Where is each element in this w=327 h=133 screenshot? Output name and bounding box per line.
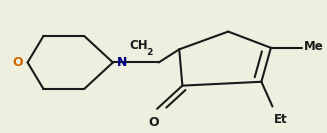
Text: N: N	[117, 56, 127, 69]
Text: O: O	[12, 56, 23, 69]
Text: Me: Me	[304, 40, 324, 53]
Text: CH: CH	[129, 39, 148, 52]
Text: O: O	[149, 116, 159, 129]
Text: 2: 2	[146, 48, 153, 57]
Text: Et: Et	[274, 113, 288, 126]
